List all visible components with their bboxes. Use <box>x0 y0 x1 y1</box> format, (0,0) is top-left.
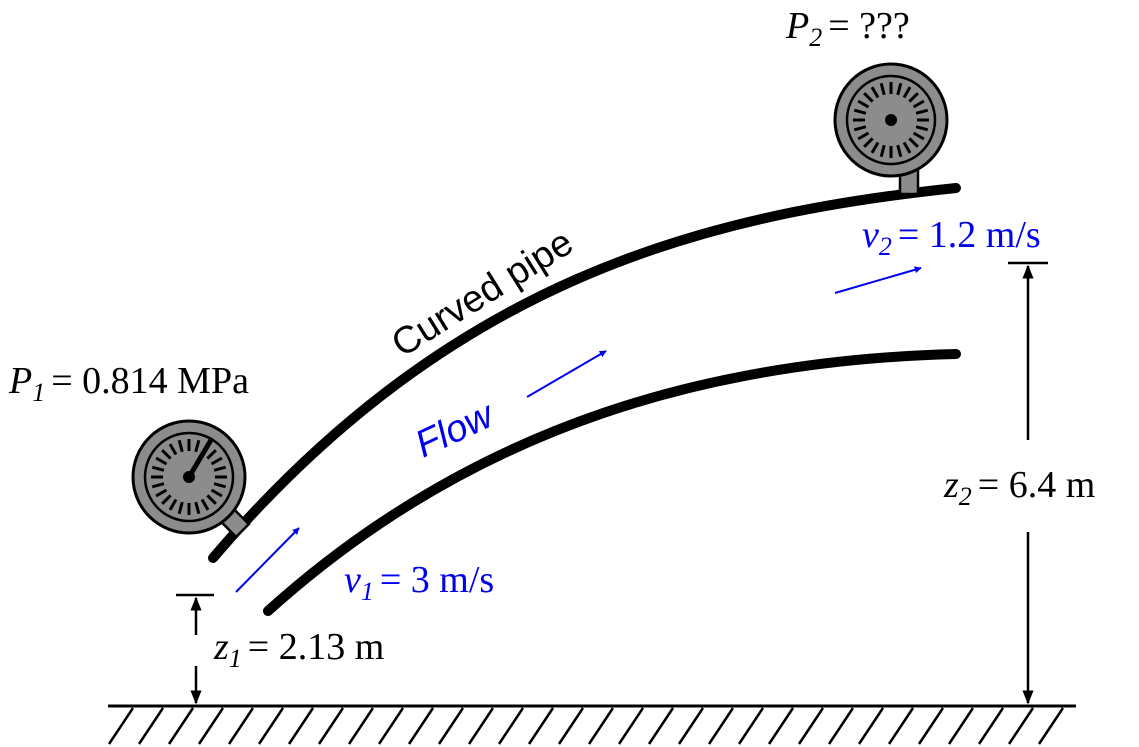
ground-hatch-mark <box>617 707 645 745</box>
velocity-2-label: v2 = 1.2 m/s <box>862 214 1041 261</box>
gauge-tick-mark <box>161 449 172 460</box>
gauge-tick-mark <box>896 82 903 96</box>
ground-hatch-mark <box>587 707 615 745</box>
gauge-tick-mark <box>915 108 929 115</box>
ground-hatch-mark <box>677 707 705 745</box>
pressure-gauge-2 <box>833 62 949 196</box>
pressure-gauge-1 <box>131 419 251 539</box>
ground-hatch-mark <box>917 707 945 745</box>
gauge-tick-mark <box>870 86 880 99</box>
gauge-1-ticks <box>151 439 227 515</box>
ground-hatch-mark <box>797 707 825 745</box>
ground-hatch-mark <box>887 707 915 745</box>
gauge-tick-mark <box>863 137 874 148</box>
elevation-2-dimension <box>1008 261 1048 705</box>
gauge-tick-mark <box>155 488 168 498</box>
ground-hatch-mark <box>497 707 525 745</box>
gauge-tick-mark <box>870 141 880 154</box>
pipe-upper-wall <box>208 183 961 563</box>
elevation-1-label: z1 = 2.13 m <box>213 626 384 673</box>
velocity-1-label: v1 = 3 m/s <box>344 559 494 606</box>
gauge-tick-mark <box>194 501 201 515</box>
ground-hatch-mark <box>377 707 405 745</box>
elevation-2-label: z2 = 6.4 m <box>943 464 1095 511</box>
gauge-tick-mark <box>853 108 867 115</box>
gauge-tick-mark <box>902 141 912 154</box>
gauge-tick-mark <box>194 439 201 453</box>
gauge-2-pivot <box>885 114 897 126</box>
pipe-lower-wall <box>263 349 961 616</box>
ground-hatch-mark <box>947 707 975 745</box>
gauge-tick-mark <box>853 125 867 132</box>
ground-hatch-mark <box>227 707 255 745</box>
gauge-2-label: P2 = ??? <box>785 5 910 52</box>
gauge-tick-mark <box>213 482 227 489</box>
ground-hatch-mark <box>167 707 195 745</box>
ground-hatch-mark <box>467 707 495 745</box>
ground-hatch-mark <box>437 707 465 745</box>
gauge-tick-mark <box>908 137 919 148</box>
ground-hatch-mark <box>1037 707 1065 745</box>
gauge-tick-mark <box>908 92 919 103</box>
flow-arrow-inlet-icon <box>235 527 300 593</box>
gauge-tick-mark <box>168 443 178 456</box>
ground-hatch-mark <box>527 707 555 745</box>
ground-hatch-mark <box>347 707 375 745</box>
ground-hatch-mark <box>1007 707 1035 745</box>
gauge-1-label: P1 = 0.814 MPa <box>8 360 249 407</box>
ground-hatch-mark <box>197 707 225 745</box>
gauge-2-ticks <box>853 82 929 158</box>
elevation-1-dimension <box>176 593 214 705</box>
gauge-tick-mark <box>206 449 217 460</box>
ground-hatch-mark <box>557 707 585 745</box>
gauge-tick-mark <box>206 494 217 505</box>
ground-hatch-mark <box>857 707 885 745</box>
ground-hatch-mark <box>767 707 795 745</box>
flow-label: Flow <box>409 393 502 466</box>
ground-hatch-mark <box>977 707 1005 745</box>
ground-hatch-mark <box>647 707 675 745</box>
gauge-tick-mark <box>915 125 929 132</box>
flow-arrow-outlet-icon <box>834 266 922 294</box>
ground-hatching <box>107 707 1065 745</box>
gauge-tick-mark <box>912 131 925 141</box>
gauge-tick-mark <box>177 439 184 453</box>
gauge-tick-mark <box>177 501 184 515</box>
gauge-tick-mark <box>151 465 165 472</box>
ground-hatch-mark <box>407 707 435 745</box>
flow-arrow-middle-icon <box>526 350 607 398</box>
gauge-tick-mark <box>200 498 210 511</box>
gauge-tick-mark <box>896 144 903 158</box>
gauge-1-pivot <box>183 471 195 483</box>
gauge-tick-mark <box>879 144 886 158</box>
gauge-tick-mark <box>863 92 874 103</box>
ground-hatch-mark <box>137 707 165 745</box>
gauge-tick-mark <box>210 456 223 466</box>
ground-hatch-mark <box>737 707 765 745</box>
gauge-tick-mark <box>155 456 168 466</box>
gauge-tick-mark <box>213 465 227 472</box>
ground-hatch-mark <box>707 707 735 745</box>
gauge-tick-mark <box>879 82 886 96</box>
ground-hatch-mark <box>107 707 135 745</box>
ground-hatch-mark <box>317 707 345 745</box>
gauge-tick-mark <box>912 99 925 109</box>
gauge-tick-mark <box>857 99 870 109</box>
gauge-tick-mark <box>168 498 178 511</box>
gauge-tick-mark <box>151 482 165 489</box>
ground <box>107 704 1076 745</box>
ground-hatch-mark <box>257 707 285 745</box>
gauge-1-needle <box>186 437 214 480</box>
ground-hatch-mark <box>287 707 315 745</box>
gauge-tick-mark <box>210 488 223 498</box>
ground-hatch-mark <box>827 707 855 745</box>
gauge-tick-mark <box>902 86 912 99</box>
curved-pipe <box>208 183 961 616</box>
gauge-tick-mark <box>161 494 172 505</box>
gauge-tick-mark <box>857 131 870 141</box>
flow-arrows <box>235 266 922 593</box>
